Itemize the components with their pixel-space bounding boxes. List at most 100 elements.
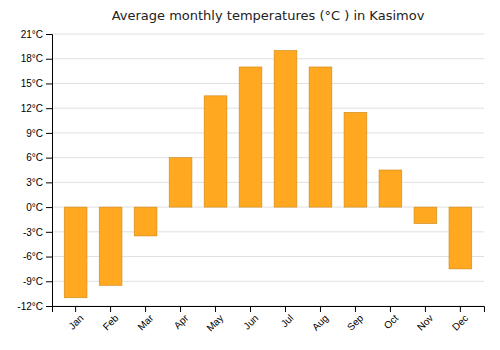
tick: Sep bbox=[345, 306, 366, 333]
bar bbox=[169, 158, 192, 207]
bar bbox=[64, 207, 87, 298]
tick-label: -9°C bbox=[23, 276, 43, 287]
bar bbox=[204, 96, 227, 207]
x-axis: Jan Feb Mar Apr May Jun Jul Aug Sep Oct Nov Dec bbox=[53, 306, 485, 334]
bars bbox=[64, 50, 472, 297]
tick-mark bbox=[46, 232, 52, 233]
tick: 15°C bbox=[21, 78, 52, 89]
tick-label: Feb bbox=[101, 312, 121, 332]
tick-label: 18°C bbox=[21, 53, 43, 64]
tick: -12°C bbox=[17, 301, 52, 312]
tick: -6°C bbox=[23, 251, 52, 262]
tick-mark bbox=[46, 306, 52, 307]
tick-mark bbox=[180, 306, 181, 312]
bar bbox=[414, 207, 437, 223]
tick: Mar bbox=[136, 306, 156, 332]
bar bbox=[379, 170, 402, 207]
bar bbox=[99, 207, 122, 285]
axis-line bbox=[53, 307, 485, 313]
tick: Apr bbox=[172, 306, 191, 331]
tick-label: Mar bbox=[136, 312, 156, 332]
tick-mark bbox=[46, 133, 52, 134]
tick-label: Sep bbox=[345, 312, 366, 333]
tick: May bbox=[204, 306, 225, 334]
grid-line bbox=[52, 58, 484, 59]
grid-line bbox=[52, 157, 484, 158]
tick-label: Aug bbox=[310, 312, 330, 332]
tick-label: 12°C bbox=[21, 103, 43, 114]
tick-mark bbox=[145, 306, 146, 312]
tick-label: Dec bbox=[450, 312, 470, 332]
tick: Oct bbox=[382, 306, 401, 331]
tick-label: -6°C bbox=[23, 251, 43, 262]
tick-mark bbox=[285, 306, 286, 312]
bar bbox=[274, 50, 297, 207]
tick: Jul bbox=[279, 306, 296, 329]
tick-label: Nov bbox=[415, 312, 435, 332]
bar bbox=[239, 67, 262, 207]
tick-mark bbox=[320, 306, 321, 312]
tick-label: Apr bbox=[172, 312, 191, 331]
bar bbox=[344, 112, 367, 207]
tick-mark bbox=[250, 306, 251, 312]
axis-line bbox=[46, 35, 53, 307]
tick-mark bbox=[355, 306, 356, 312]
grid-line bbox=[52, 83, 484, 84]
grid-line bbox=[52, 108, 484, 109]
chart: -12°C -9°C -6°C -3°C 0°C 3°C 6°C 9°C 12°C 15°C 18°… bbox=[0, 0, 500, 350]
tick-label: -3°C bbox=[23, 227, 43, 238]
tick: Jan bbox=[66, 306, 85, 332]
tick-label: -12°C bbox=[17, 301, 43, 312]
tick-mark bbox=[215, 306, 216, 312]
tick: -9°C bbox=[23, 276, 52, 287]
tick-mark bbox=[46, 257, 52, 258]
tick: 12°C bbox=[21, 103, 52, 114]
tick-mark bbox=[46, 83, 52, 84]
bar bbox=[134, 207, 157, 236]
tick-label: 9°C bbox=[26, 128, 43, 139]
tick-label: 3°C bbox=[26, 177, 43, 188]
tick-mark bbox=[46, 108, 52, 109]
tick-label: Jul bbox=[279, 312, 296, 329]
tick-label: 6°C bbox=[26, 152, 43, 163]
bar bbox=[449, 207, 472, 269]
tick-label: Jun bbox=[241, 312, 260, 331]
tick-label: Oct bbox=[382, 312, 401, 331]
tick-label: Jan bbox=[66, 312, 85, 331]
bar bbox=[309, 67, 332, 207]
grid-line bbox=[52, 132, 484, 133]
tick-mark bbox=[390, 306, 391, 312]
tick-mark bbox=[46, 59, 52, 60]
tick: -3°C bbox=[23, 227, 52, 238]
tick-mark bbox=[75, 306, 76, 312]
tick: 6°C bbox=[26, 152, 52, 163]
tick: Dec bbox=[450, 306, 470, 333]
grid-line bbox=[52, 182, 484, 183]
tick-mark bbox=[46, 281, 52, 282]
tick: Jun bbox=[241, 306, 260, 332]
plot: -12°C -9°C -6°C -3°C 0°C 3°C 6°C 9°C 12°C 15°C 18°… bbox=[17, 29, 484, 334]
tick: Nov bbox=[415, 306, 435, 333]
tick-label: 0°C bbox=[26, 202, 43, 213]
grid-line bbox=[52, 34, 484, 35]
tick: Feb bbox=[101, 306, 121, 332]
tick: 9°C bbox=[26, 128, 52, 139]
grid bbox=[52, 34, 484, 306]
tick-mark bbox=[46, 182, 52, 183]
y-axis: -12°C -9°C -6°C -3°C 0°C 3°C 6°C 9°C 12°C 15°C 18°… bbox=[17, 29, 52, 312]
tick: 0°C bbox=[26, 202, 52, 213]
tick: 3°C bbox=[26, 177, 52, 188]
tick-mark bbox=[425, 306, 426, 312]
tick: 18°C bbox=[21, 53, 52, 64]
tick: Aug bbox=[310, 306, 330, 333]
tick: 21°C bbox=[21, 29, 52, 40]
tick-label: May bbox=[204, 312, 225, 333]
tick-label: 15°C bbox=[21, 78, 43, 89]
tick-mark bbox=[110, 306, 111, 312]
tick-label: 21°C bbox=[21, 29, 43, 40]
tick-mark bbox=[46, 207, 52, 208]
tick-mark bbox=[460, 306, 461, 312]
title: Average monthly temperatures (°C ) in Ka… bbox=[112, 8, 425, 23]
tick-mark bbox=[46, 34, 52, 35]
tick-mark bbox=[46, 158, 52, 159]
